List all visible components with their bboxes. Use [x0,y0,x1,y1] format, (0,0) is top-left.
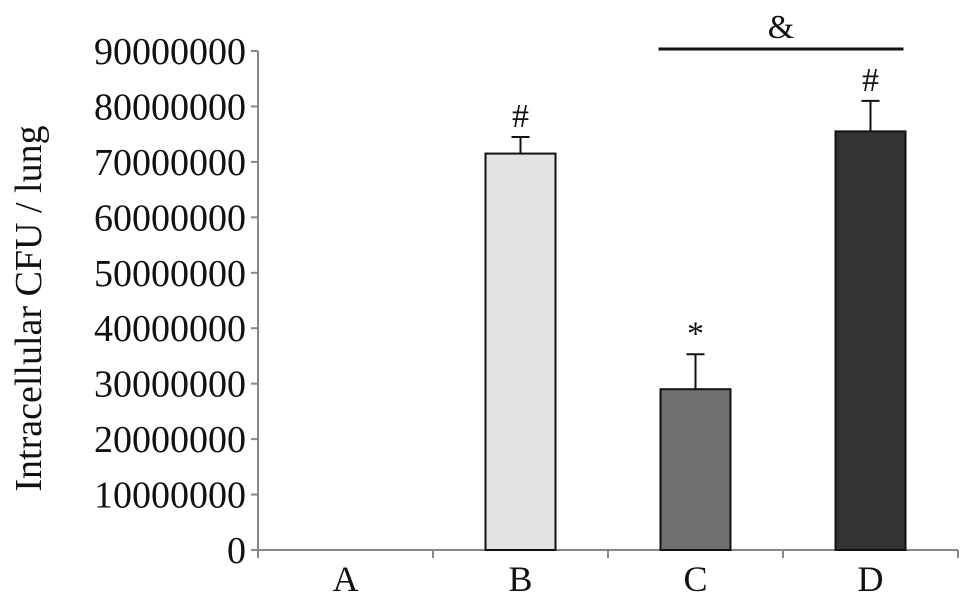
x-tick-label: C [683,559,707,599]
x-tick-label: B [508,559,532,599]
y-tick-label: 0 [227,530,246,572]
y-tick-label: 50000000 [94,253,246,295]
bar-D [834,130,907,551]
significance-mark: * [687,315,704,352]
x-axis-ticks: A B C D [257,550,959,599]
x-tick-label: A [333,559,359,599]
bar-C [659,388,732,552]
y-tick-label: 70000000 [94,142,246,184]
bar-B [484,152,557,551]
significance-mark: # [512,98,529,135]
bars [484,99,907,552]
y-tick-label: 40000000 [94,308,246,350]
bracket-label: & [768,9,794,46]
y-tick-label: 30000000 [94,364,246,406]
y-tick-label: 90000000 [94,31,246,73]
x-tick-label: D [858,559,884,599]
y-tick-label: 20000000 [94,419,246,461]
y-tick-label: 80000000 [94,86,246,128]
annotations: # * # & [512,9,904,352]
y-axis-ticks: 0 10000000 20000000 30000000 40000000 5000000… [94,31,258,572]
y-tick-label: 60000000 [94,197,246,239]
y-tick-label: 10000000 [94,475,246,517]
y-axis-label: Intracellular CFU / lung [8,125,50,491]
significance-mark: # [862,62,879,99]
